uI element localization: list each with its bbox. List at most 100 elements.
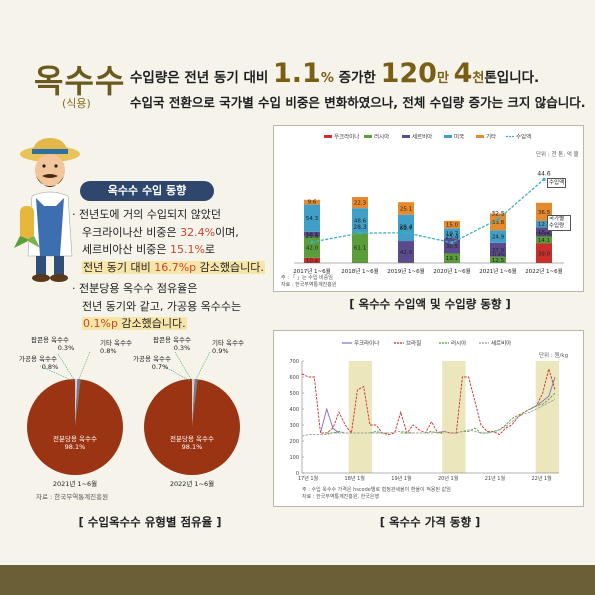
headline-pct: 1.1 bbox=[273, 58, 321, 89]
bar-value-label: 12.5 bbox=[492, 258, 505, 264]
line-note1: 주 : 수입 옥수수 가격은 hscode별로 협정관세율이 환율이 적용된 값… bbox=[302, 487, 451, 493]
b1-line3-a: 세르비아산 비중은 bbox=[82, 243, 170, 256]
headline-line2: 수입국 전환으로 국가별 수입 비중은 변화하였으나, 전체 수입량 증가는 크… bbox=[130, 95, 586, 110]
import-value-point bbox=[404, 231, 408, 235]
headline-pre: 수입량은 전년 동기 대비 bbox=[130, 70, 269, 86]
pie-callout-name: 가공용 옥수수 bbox=[19, 354, 57, 363]
pie-slice-minor bbox=[192, 379, 197, 427]
bar-segment bbox=[352, 197, 368, 209]
bar-caption: [ 옥수수 수입액 및 수입량 동향 ] bbox=[349, 297, 511, 311]
price-series-line bbox=[326, 430, 346, 434]
y-tick-label: 600 bbox=[289, 375, 299, 381]
x-tick-label: 21년 1월 bbox=[485, 475, 506, 482]
x-tick-label: 19년 1월 bbox=[391, 475, 412, 482]
b2-line2: 전년 동기와 같고, 가공용 옥수수는 bbox=[82, 299, 242, 313]
bar-segment bbox=[490, 242, 506, 257]
farmer-beard bbox=[36, 176, 64, 187]
import-value-point bbox=[450, 241, 454, 245]
bar-value-label: 33.8 bbox=[492, 220, 505, 226]
y-tick-label: 100 bbox=[289, 455, 299, 461]
pie-slice-minor bbox=[75, 379, 80, 427]
pie-caption: [ 수입옥수수 유형별 점유율 ] bbox=[78, 515, 222, 529]
pie-callout-line bbox=[159, 363, 191, 382]
pie-slice-minor bbox=[192, 379, 195, 427]
pie-callout-name: 팝콘용 옥수수 bbox=[31, 335, 69, 344]
pie-callout-value: 0.9% bbox=[212, 347, 229, 355]
headline-n1-unit: 만 bbox=[436, 71, 449, 86]
pie-slice-minor bbox=[75, 379, 81, 427]
share-label: 「32.4%」 bbox=[534, 230, 555, 236]
page-subtitle: (식용) bbox=[62, 97, 91, 110]
legend-label: 러시아 bbox=[451, 339, 466, 347]
x-tick-label: 2017년 1~6월 bbox=[293, 267, 330, 275]
x-tick-label: 2022년 1~6월 bbox=[525, 267, 562, 275]
bar-value-label: 48.6 bbox=[354, 218, 367, 224]
bar-segment bbox=[444, 253, 460, 263]
bar-chart-plot: 10.4 42.0 10.1 54.3 9.6 2017년 1~6월 61.1 48.6 22.… bbox=[293, 170, 564, 275]
pie-main-value: 98.1% bbox=[65, 443, 86, 451]
bar-segment bbox=[444, 220, 460, 229]
legend-swatch bbox=[324, 135, 332, 138]
pie-slice-minor bbox=[75, 379, 78, 427]
trend-box-title: 옥수수 수입 동향 bbox=[80, 181, 214, 201]
line-chart-card: 우크라이나 브라질 러시아 세르비아 700 600 500 400 300 200 100 0 17… bbox=[273, 330, 584, 507]
bar-value-label: 9.6 bbox=[308, 200, 317, 206]
pie-main-name: 전분당용 옥수수 bbox=[53, 434, 97, 443]
y-tick-label: 400 bbox=[289, 407, 299, 413]
import-value-point bbox=[496, 217, 500, 221]
b1-line2-b: 32.4% bbox=[180, 225, 216, 239]
import-value-label: 25.6 bbox=[305, 233, 319, 240]
import-value-point bbox=[358, 231, 362, 235]
bar-value-label: 19.1 bbox=[446, 256, 458, 262]
share-label: 「31.8%」 bbox=[488, 251, 509, 257]
bar-value-label: 25.1 bbox=[400, 206, 412, 212]
bar-value-label: 10.4 bbox=[306, 258, 319, 264]
x-tick-label: 22년 1월 bbox=[531, 475, 552, 482]
corn-cob bbox=[20, 206, 34, 240]
highlight-band bbox=[442, 361, 466, 473]
x-tick-label: 18년 1월 bbox=[345, 475, 366, 482]
pie-callout-line bbox=[77, 351, 91, 382]
x-tick-label: 2019년 1~6월 bbox=[387, 267, 424, 275]
pie-callout-value: 0.8% bbox=[42, 363, 59, 371]
y-tick-label: 0 bbox=[296, 471, 299, 477]
pie-callout-line bbox=[39, 365, 74, 382]
pie-main-value: 98.1% bbox=[182, 443, 203, 451]
line-caption: [ 옥수수 가격 동향 ] bbox=[379, 515, 481, 529]
y-tick-label: 500 bbox=[289, 391, 299, 397]
headline-n2-unit: 천 bbox=[472, 71, 485, 86]
bar-segment bbox=[398, 202, 414, 215]
pie-callout-line bbox=[57, 353, 76, 382]
bar-segment bbox=[536, 236, 552, 244]
bar-value-label: 61.1 bbox=[354, 246, 366, 252]
bar-unit: 단위 : 천 톤, 억 불 bbox=[536, 152, 579, 158]
x-tick-label: 17년 1월 bbox=[298, 475, 319, 482]
price-series-line bbox=[301, 399, 556, 437]
bar-value-label: 14.1 bbox=[538, 238, 550, 244]
pie-callout-name: 기타 옥수수 bbox=[212, 338, 244, 347]
bar-value-label: 39.0 bbox=[538, 251, 551, 257]
farmer-leg-left bbox=[36, 256, 46, 276]
bar-note2: 자료 : 한국무역통계진흥원 bbox=[281, 282, 337, 288]
bar-chart-svg: 우크라이나 러시아 세르비아 미국 기타 수입액 10.442.010.154.39.62… bbox=[293, 133, 564, 275]
price-series-line bbox=[320, 407, 340, 434]
farmer-face bbox=[35, 154, 65, 186]
pie-callout-line bbox=[174, 351, 193, 382]
bar-value-label: 24.9 bbox=[492, 235, 505, 241]
bar-value-label: 10.1 bbox=[306, 232, 318, 238]
import-value-label: 28.3 bbox=[353, 224, 367, 231]
bar-segment bbox=[398, 241, 414, 263]
legend-swatch bbox=[476, 135, 484, 138]
corn-leaf-left bbox=[14, 236, 30, 248]
bar-segment bbox=[304, 199, 320, 205]
pie-main-name: 전분당용 옥수수 bbox=[170, 434, 214, 443]
legend-label: 우크라이나 bbox=[354, 339, 379, 347]
x-tick-label: 2018년 1~6월 bbox=[341, 267, 378, 275]
b1-line3-c: 로 bbox=[204, 243, 216, 256]
highlight-band bbox=[535, 361, 559, 473]
bar-segment bbox=[490, 213, 506, 231]
bullet-1: · 전년도에 거의 수입되지 않았던 우크라이나산 비중은 32.4%이며, 세… bbox=[72, 208, 265, 274]
headline-n2: 4 bbox=[453, 58, 473, 89]
headline-pct-unit: % bbox=[320, 71, 334, 86]
stack-tag: 국가별 수입량 bbox=[547, 215, 571, 231]
